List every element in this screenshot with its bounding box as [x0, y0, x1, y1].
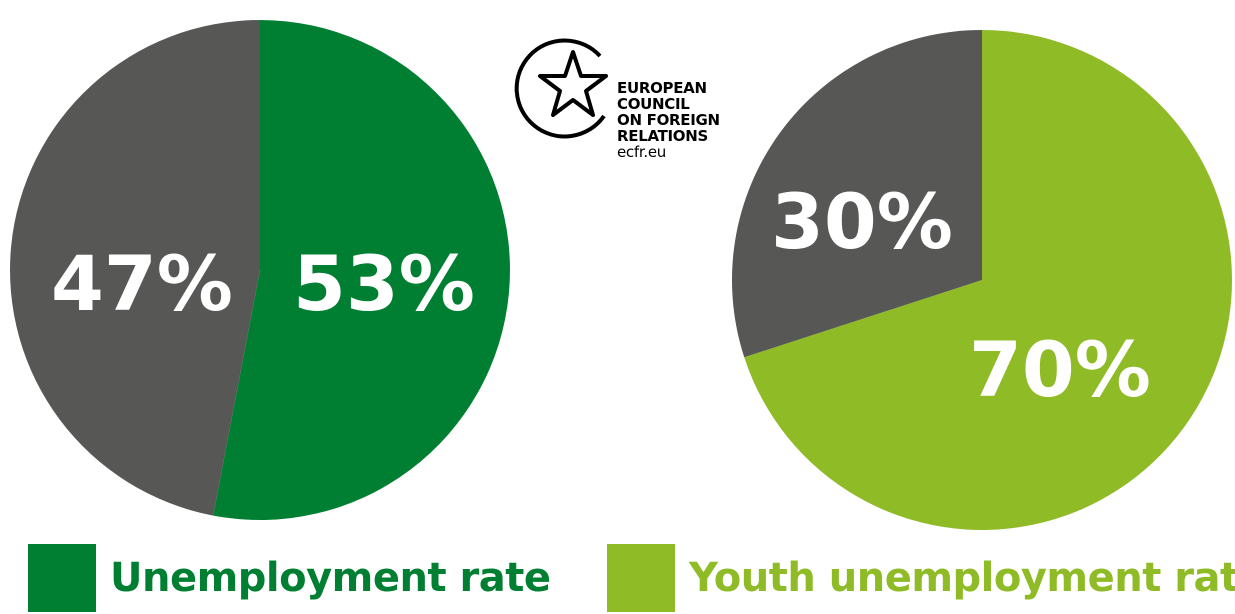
- pie1-slice-1-label: 47%: [51, 239, 233, 328]
- unemployment-pie-chart: 53% 47%: [9, 20, 511, 520]
- legend-item-unemployment: Unemployment rate: [28, 544, 551, 612]
- logo-line-2: COUNCIL: [617, 95, 690, 113]
- youth-unemployment-pie-chart: 70%30%: [732, 30, 1232, 530]
- ecfr-logo-text: EUROPEAN COUNCIL ON FOREIGN RELATIONS ec…: [617, 80, 720, 160]
- legend-label-unemployment: Unemployment rate: [110, 555, 551, 601]
- pie1-slice-0-label: 53%: [293, 239, 475, 328]
- pie2-slice-1: [732, 30, 982, 358]
- pie1-slice-1: [9, 20, 260, 516]
- legend-label-youth-unemployment: Youth unemployment rate: [689, 555, 1235, 601]
- ecfr-logo: [514, 38, 608, 139]
- pie2-slice-0: [744, 30, 1232, 530]
- pie2-slice-0-label: 70%: [969, 325, 1151, 414]
- logo-line-3: ON FOREIGN: [617, 111, 720, 129]
- legend-item-youth-unemployment: Youth unemployment rate: [607, 544, 1235, 612]
- legend-swatch-unemployment: [28, 544, 96, 612]
- logo-line-1: EUROPEAN: [617, 79, 707, 97]
- logo-line-4: RELATIONS: [617, 127, 709, 145]
- legend-swatch-youth-unemployment: [607, 544, 675, 612]
- pie2-slice-1-label: 30%: [771, 177, 953, 266]
- pie1-slice-0: [213, 20, 511, 520]
- logo-url: ecfr.eu: [617, 143, 666, 161]
